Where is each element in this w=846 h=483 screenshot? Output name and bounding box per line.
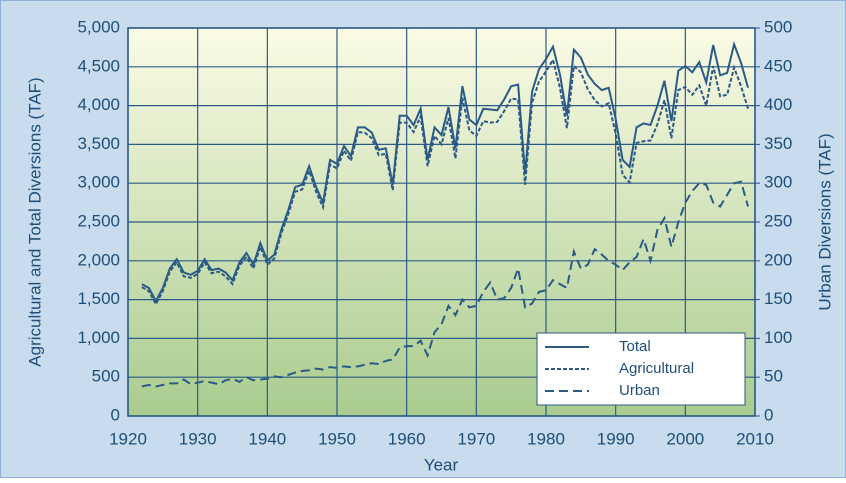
x-tick-label: 1920	[109, 429, 147, 448]
y2-axis-label: Urban Diversions (TAF)	[815, 133, 834, 310]
y2-tick-label: 150	[764, 289, 792, 308]
y2-tick-label: 200	[764, 250, 792, 269]
line-series	[141, 180, 749, 388]
y-tick-label: 2,500	[77, 211, 120, 230]
y2-tick-label: 50	[764, 367, 783, 386]
y2-tick-label: 250	[764, 211, 792, 230]
y-tick-label: 3,500	[77, 134, 120, 153]
legend-label: Urban	[619, 382, 660, 399]
x-tick-label: 1950	[318, 429, 356, 448]
x-tick-label: 1990	[597, 429, 635, 448]
y2-tick-label: 400	[764, 95, 792, 114]
x-tick-label: 1930	[179, 429, 217, 448]
y-tick-label: 0	[111, 405, 120, 424]
x-tick-label: 1960	[388, 429, 426, 448]
x-axis-label: Year	[424, 455, 459, 474]
y2-tick-label: 500	[764, 17, 792, 36]
y-tick-label: 1,000	[77, 328, 120, 347]
y-tick-label: 5,000	[77, 17, 120, 36]
x-tick-label: 1940	[248, 429, 286, 448]
y-tick-label: 500	[92, 367, 120, 386]
y-tick-label: 1,500	[77, 289, 120, 308]
y2-tick-label: 450	[764, 56, 792, 75]
y2-tick-label: 300	[764, 173, 792, 192]
line-series	[141, 40, 749, 304]
y2-tick-label: 350	[764, 134, 792, 153]
x-tick-label: 2010	[736, 429, 774, 448]
x-tick-label: 1970	[457, 429, 495, 448]
x-tick-label: 2000	[666, 429, 704, 448]
y-tick-label: 3,000	[77, 173, 120, 192]
legend-label: Agricultural	[619, 360, 694, 377]
y2-tick-label: 100	[764, 328, 792, 347]
legend-label: Total	[619, 338, 651, 355]
y-axis-label: Agricultural and Total Diversions (TAF)	[25, 77, 44, 366]
y-tick-label: 4,500	[77, 56, 120, 75]
y-tick-label: 4,000	[77, 95, 120, 114]
x-tick-label: 1980	[527, 429, 565, 448]
y-tick-label: 2,000	[77, 250, 120, 269]
y2-tick-label: 0	[764, 405, 773, 424]
